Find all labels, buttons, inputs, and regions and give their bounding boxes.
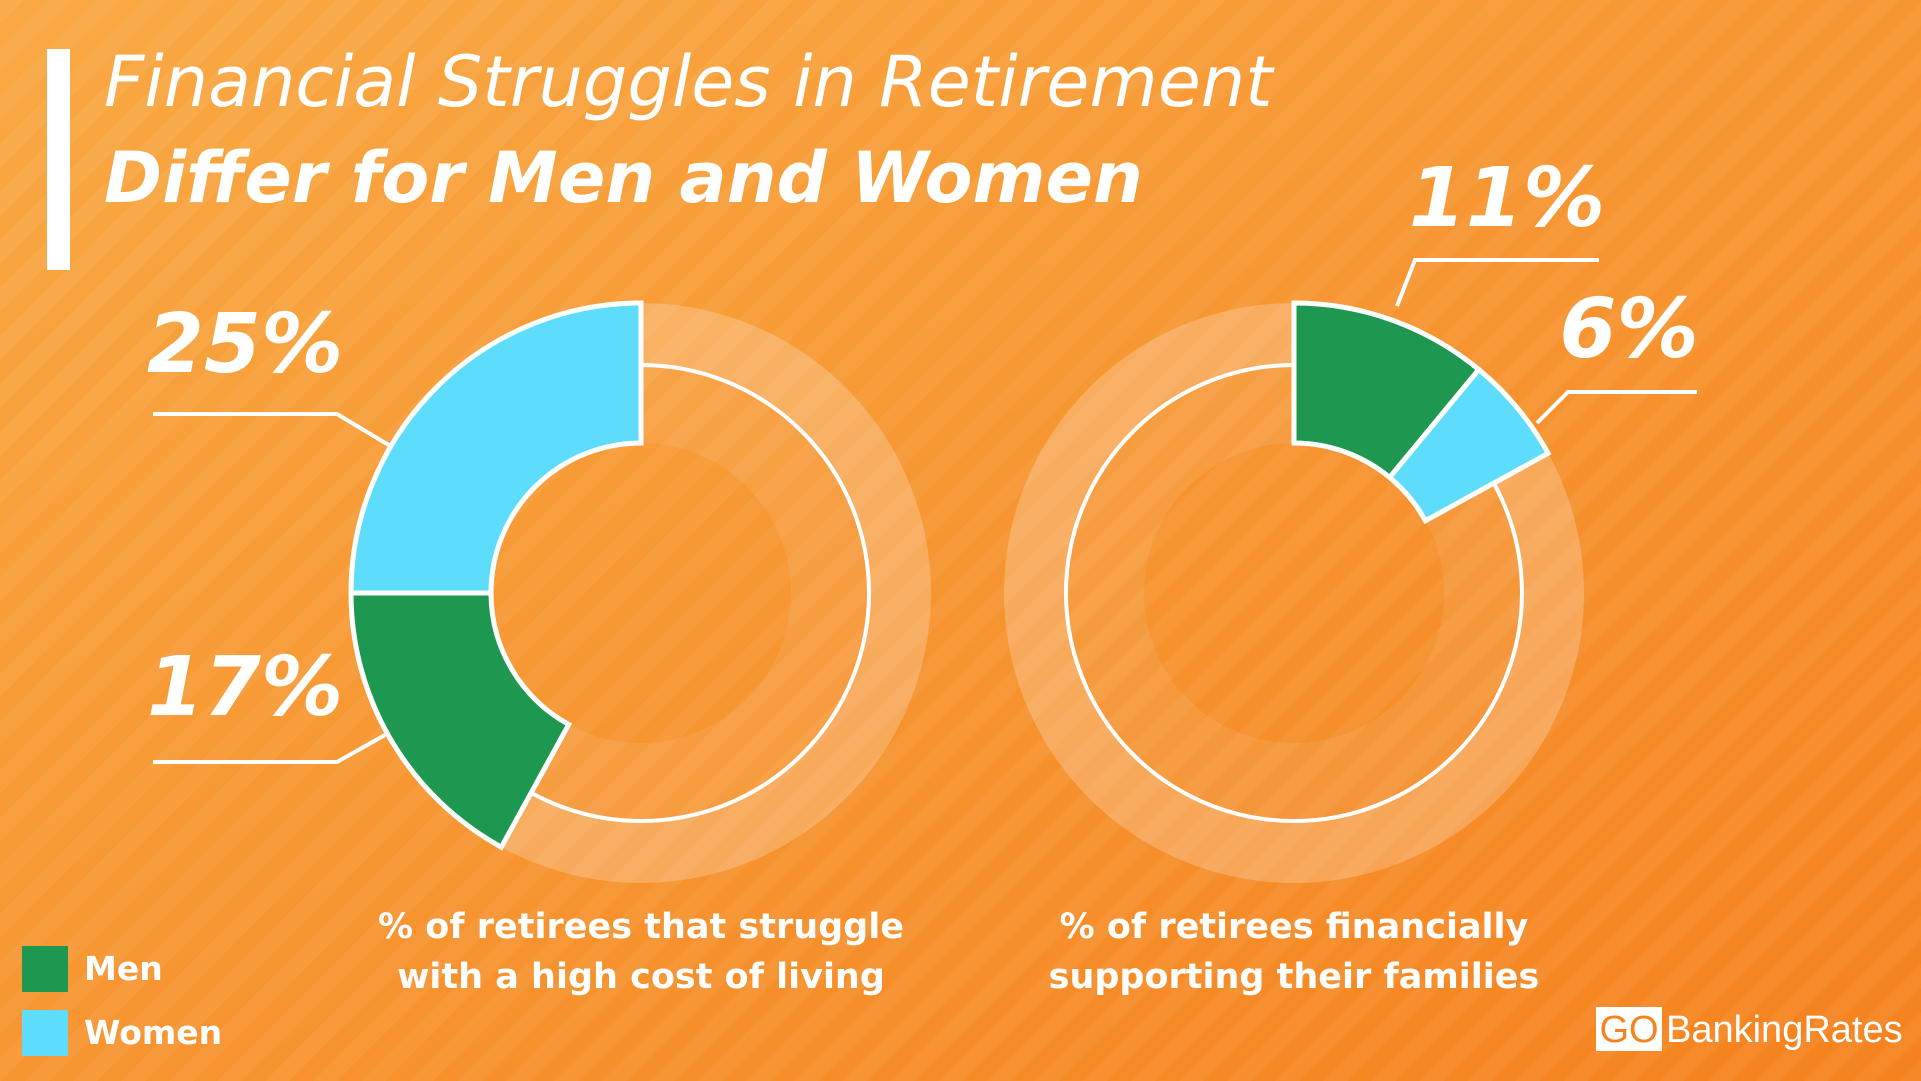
legend-swatch [22, 1010, 68, 1056]
leader-line [153, 733, 386, 764]
caption: % of retirees that struggle [378, 907, 904, 947]
caption: with a high cost of living [397, 957, 885, 997]
legend-label: Women [84, 1013, 222, 1052]
brand-box [1596, 1007, 1662, 1051]
value-label: 25% [147, 297, 343, 392]
value-label: 11% [1409, 151, 1605, 246]
legend-swatch [22, 946, 68, 992]
value-label: 17% [147, 640, 343, 735]
caption: supporting their families [1049, 957, 1540, 997]
brand-prefix: GO [1599, 1009, 1658, 1051]
leader-line [1395, 258, 1599, 307]
leader-line [1535, 390, 1697, 425]
charts: 25% 17% % of retirees that struggle with a … [22, 151, 1699, 1056]
donut-segment [348, 590, 573, 851]
leader-line [153, 412, 394, 449]
caption: % of retirees financially [1060, 907, 1529, 947]
value-label: 6% [1559, 282, 1698, 377]
donut-segment [348, 300, 644, 596]
title-line-1: Financial Struggles in Retirement [104, 41, 1275, 123]
donut-segment [1386, 366, 1552, 525]
brand-name: BankingRates [1666, 1009, 1903, 1051]
title-bar [47, 49, 70, 270]
legend-label: Men [84, 949, 163, 988]
title-line-2: Differ for Men and Women [104, 137, 1143, 219]
